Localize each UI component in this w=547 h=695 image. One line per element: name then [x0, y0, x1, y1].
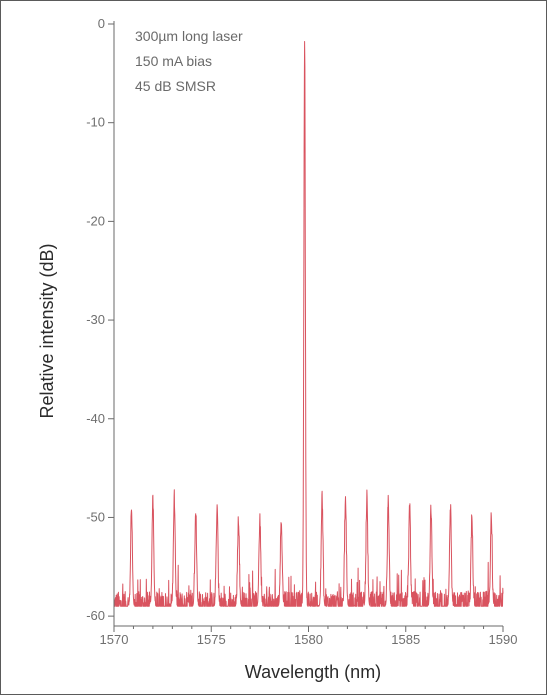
plot-layer	[113, 41, 504, 607]
y-tick-label: -60	[86, 608, 105, 623]
x-tick-label: 1570	[100, 632, 129, 647]
y-tick-label: 0	[98, 16, 105, 31]
x-tick-label: 1590	[489, 632, 518, 647]
x-tick-label: 1580	[294, 632, 323, 647]
y-tick-label: -30	[86, 312, 105, 327]
labels-layer: 0 -10 -20 -30 -40 -50 -60 1570 1575 1580 1585 1590	[86, 16, 517, 647]
y-tick-label: -10	[86, 115, 105, 130]
spectrum-trace	[113, 41, 504, 607]
y-tick-label: -40	[86, 411, 105, 426]
y-tick-label: -20	[86, 213, 105, 228]
x-tick-label: 1585	[391, 632, 420, 647]
x-tick-label: 1575	[197, 632, 226, 647]
axes-layer	[108, 21, 504, 632]
annotation-smsr: 45 dB SMSR	[135, 78, 216, 94]
annotation-bias: 150 mA bias	[135, 53, 212, 69]
y-tick-label: -50	[86, 509, 105, 524]
x-axis-title: Wavelength (nm)	[245, 662, 381, 682]
annotation-laser-length: 300µm long laser	[135, 28, 243, 44]
y-axis-title: Relative intensity (dB)	[37, 243, 57, 418]
